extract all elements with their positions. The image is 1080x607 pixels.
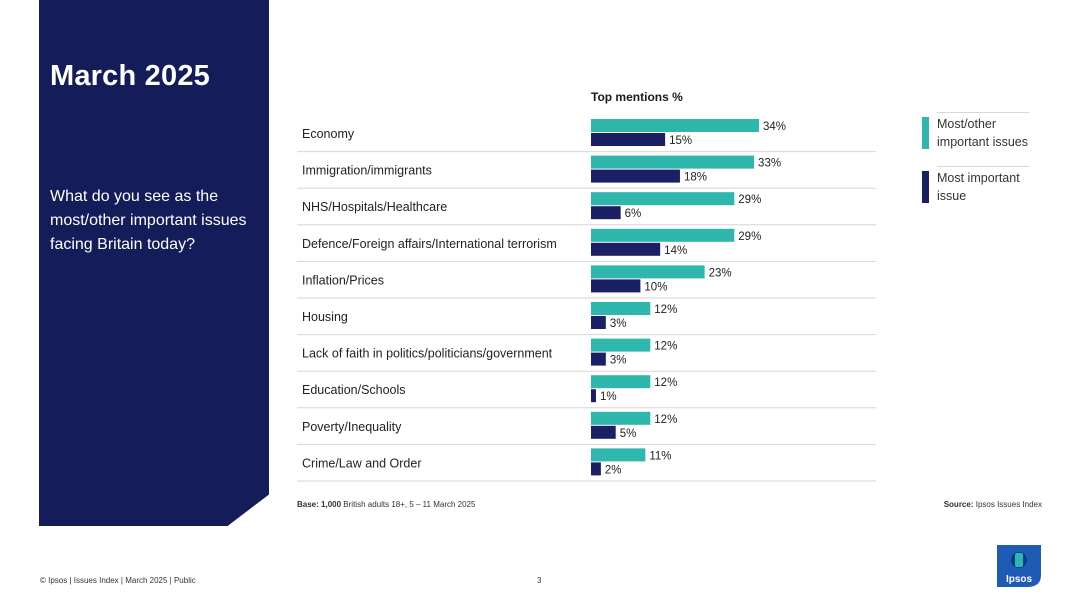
base-note: Base: 1,000 British adults 18+, 5 – 11 M… [297,500,475,509]
bar-most [591,389,596,403]
base-description: British adults 18+, 5 – 11 March 2025 [343,500,476,509]
legend-label-most-other: Most/other important issues [937,117,1029,149]
bar-most-other [591,265,705,279]
panel-title: March 2025 [50,60,210,92]
bar-most [591,352,606,366]
value-label-most-other: 29% [738,231,761,243]
bar-most-other [591,338,651,352]
value-label-most: 3% [610,318,627,330]
chart-title: Top mentions % [591,90,683,104]
bar-most [591,242,661,256]
bar-most-other [591,155,755,169]
value-label-most: 5% [620,428,637,440]
bar-most [591,316,606,329]
value-label-most: 1% [600,391,617,403]
value-label-most-other: 12% [654,414,677,426]
value-label-most-other: 29% [738,194,761,206]
bar-most-other [591,192,735,206]
value-label-most-other: 12% [654,377,677,389]
title-panel: March 2025 What do you see as the most/o… [39,0,269,526]
legend-swatch-teal [922,117,929,149]
value-label-most: 15% [669,135,692,147]
value-label-most: 3% [610,355,627,367]
source-note: Source: Ipsos Issues Index [944,500,1042,509]
bar-most [591,133,666,146]
value-label-most: 14% [664,245,687,257]
value-label-most-other: 11% [649,450,671,462]
bar-most [591,206,621,220]
value-label-most: 2% [605,464,622,476]
bar-most-other [591,411,651,425]
bar-most-other [591,119,759,132]
value-label-most-other: 12% [654,304,677,316]
value-label-most: 10% [644,281,667,293]
base-label: Base: [297,500,319,509]
bar-most-other [591,228,735,242]
category-label: Poverty/Inequality [302,420,402,434]
value-label-most-other: 34% [763,121,786,133]
bar-most [591,425,616,439]
survey-question: What do you see as the most/other import… [50,188,247,253]
bar-most-other [591,302,651,315]
value-label-most-other: 33% [758,158,781,170]
category-label: Defence/Foreign affairs/International te… [302,237,557,251]
value-label-most: 18% [684,172,707,184]
bar-most [591,169,680,183]
legend-divider [937,166,1029,167]
category-label: Inflation/Prices [302,273,384,287]
value-label-most: 6% [625,208,642,220]
category-label: Housing [302,310,348,324]
base-sample-size: 1,000 [321,500,342,509]
ipsos-logo: Ipsos [997,545,1041,587]
bar-most [591,279,641,293]
source-text: Ipsos Issues Index [975,500,1042,509]
category-label: Crime/Law and Order [302,456,422,470]
legend-swatch-navy [922,171,929,203]
source-label: Source: [943,500,974,509]
category-label: Education/Schools [302,383,406,397]
footer-text: © Ipsos | Issues Index | March 2025 | Pu… [40,576,196,585]
logo-wordmark: Ipsos [1006,574,1033,585]
bar-most-other [591,448,646,462]
category-label: NHS/Hospitals/Healthcare [302,200,447,214]
page-number: 3 [537,576,542,585]
bar-most [591,462,601,476]
bar-most-other [591,375,651,389]
category-label: Lack of faith in politics/politicians/go… [302,347,553,361]
category-label: Economy [302,127,355,141]
value-label-most-other: 12% [654,341,677,353]
legend-label-most: Most important issue [937,171,1020,203]
legend-divider [937,112,1029,113]
value-label-most-other: 23% [709,267,732,279]
category-label: Immigration/immigrants [302,164,432,178]
